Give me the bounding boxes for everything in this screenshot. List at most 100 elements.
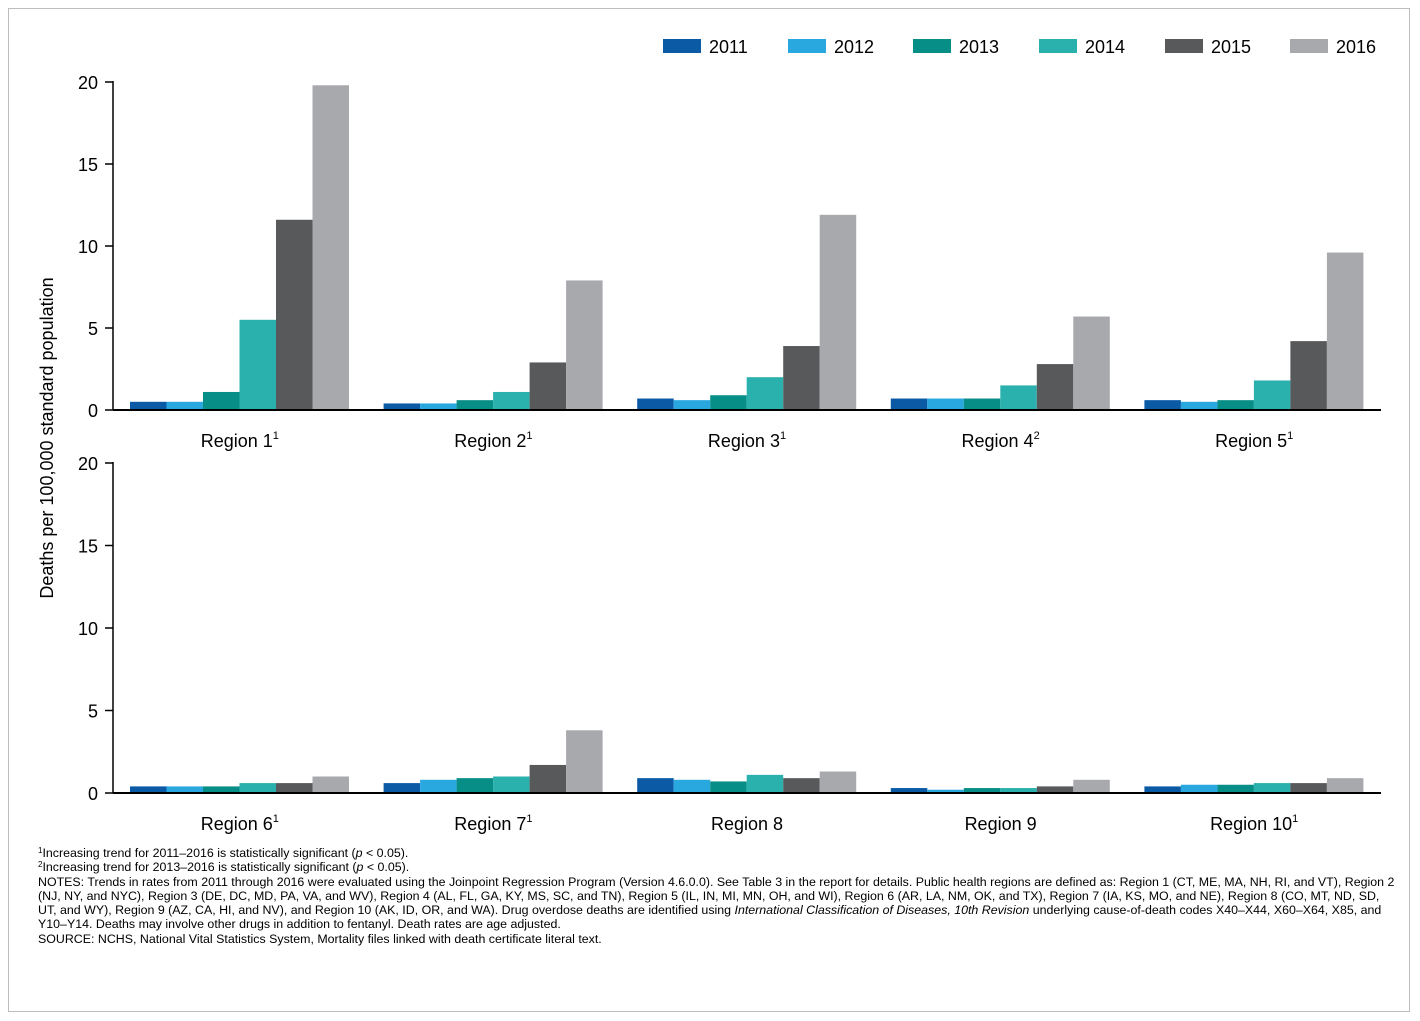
bar-region-8-2011 xyxy=(637,778,674,793)
bar-region-3-2011 xyxy=(637,398,674,410)
y-tick-label: 20 xyxy=(78,454,98,474)
bar-region-3-2012 xyxy=(673,400,711,410)
bar-region-1-2016 xyxy=(312,85,349,410)
notes-paragraph: NOTES: Trends in rates from 2011 through… xyxy=(38,874,1395,932)
bar-region-8-2014 xyxy=(746,774,784,793)
bar-region-5-2016 xyxy=(1326,252,1364,410)
y-tick-label: 0 xyxy=(88,401,98,421)
legend-label-2011: 2011 xyxy=(709,37,748,57)
figure-frame xyxy=(8,8,1410,1012)
bar-region-9-2015 xyxy=(1036,786,1074,793)
bar-region-5-2011 xyxy=(1144,400,1181,410)
x-category-label: Region 101 xyxy=(1210,813,1298,834)
legend-label-2016: 2016 xyxy=(1336,37,1376,57)
bar-region-6-2013 xyxy=(203,786,240,793)
bar-region-2-2011 xyxy=(383,403,421,410)
bar-region-3-2013 xyxy=(710,395,747,410)
chart-legend: 2011 2012 2013 2014 2015 2016 xyxy=(663,37,1376,57)
bar-region-3-2016 xyxy=(819,214,857,410)
bar-region-10-2015 xyxy=(1290,783,1327,793)
bar-region-8-2013 xyxy=(710,781,747,793)
bar-region-4-2014 xyxy=(1000,385,1037,410)
bar-region-2-2015 xyxy=(529,362,567,410)
chart-notes: 1Increasing trend for 2011–2016 is stati… xyxy=(38,846,1398,946)
bar-region-7-2012 xyxy=(420,779,457,793)
bar-region-7-2013 xyxy=(456,778,494,793)
y-tick-label: 15 xyxy=(78,537,98,557)
legend-label-2012: 2012 xyxy=(834,37,874,57)
bar-region-9-2016 xyxy=(1073,779,1110,793)
x-category-label: Region 61 xyxy=(201,813,279,834)
legend-swatch-2014 xyxy=(1039,39,1077,53)
bar-region-5-2012 xyxy=(1180,401,1218,410)
bar-region-8-2016 xyxy=(819,771,857,793)
chart-panel-top: 0 5 10 15 20 Region 11 Region 21 Region 31 Regio… xyxy=(78,73,1381,451)
y-tick-label: 15 xyxy=(78,155,98,175)
bar-region-6-2016 xyxy=(312,776,349,793)
footnote-2: 2Increasing trend for 2013–2016 is stati… xyxy=(38,860,410,875)
chart-panel-bottom: 0 5 10 15 20 Region 61 Region 71 Region 8 Region… xyxy=(78,454,1381,834)
bar-region-2-2014 xyxy=(493,391,530,410)
legend-label-2014: 2014 xyxy=(1085,37,1125,57)
y-tick-label: 20 xyxy=(78,73,98,93)
bar-region-8-2012 xyxy=(673,779,711,793)
bar-region-10-2011 xyxy=(1144,786,1181,793)
bar-region-10-2016 xyxy=(1326,778,1364,793)
bar-region-5-2014 xyxy=(1253,380,1291,410)
bar-region-1-2011 xyxy=(130,401,167,410)
legend-label-2013: 2013 xyxy=(959,37,999,57)
bar-region-10-2013 xyxy=(1217,784,1254,793)
legend-swatch-2012 xyxy=(788,39,826,53)
bar-region-4-2011 xyxy=(890,398,928,410)
legend-swatch-2015 xyxy=(1165,39,1203,53)
x-category-label: Region 71 xyxy=(454,813,532,834)
bar-region-2-2016 xyxy=(566,280,603,410)
x-category-label: Region 21 xyxy=(454,430,532,451)
bar-chart: 2011 2012 2013 2014 2015 2016 Deaths per 100,… xyxy=(37,37,1381,834)
bar-region-4-2013 xyxy=(963,398,1001,410)
legend-label-2015: 2015 xyxy=(1211,37,1251,57)
x-category-label: Region 51 xyxy=(1215,430,1293,451)
y-tick-label: 10 xyxy=(78,619,98,639)
bar-region-2-2012 xyxy=(420,403,457,410)
bar-region-5-2013 xyxy=(1217,400,1254,410)
legend-swatch-2013 xyxy=(913,39,951,53)
bar-region-10-2012 xyxy=(1180,784,1218,793)
y-axis-label: Deaths per 100,000 standard population xyxy=(37,277,57,598)
bar-region-4-2012 xyxy=(927,398,964,410)
bar-region-7-2015 xyxy=(529,764,567,793)
bar-region-1-2015 xyxy=(276,219,313,410)
y-tick-label: 5 xyxy=(88,319,98,339)
y-tick-label: 0 xyxy=(88,784,98,804)
bar-region-9-2011 xyxy=(890,788,928,793)
bar-region-7-2011 xyxy=(383,783,421,793)
y-tick-label: 5 xyxy=(88,702,98,722)
bar-region-1-2014 xyxy=(239,319,276,410)
x-category-label: Region 31 xyxy=(708,430,786,451)
bar-region-10-2014 xyxy=(1253,783,1291,793)
bar-region-6-2014 xyxy=(239,783,276,793)
bar-region-6-2012 xyxy=(166,786,203,793)
x-category-label: Region 42 xyxy=(962,430,1040,451)
x-category-label: Region 9 xyxy=(965,814,1037,834)
bar-region-4-2015 xyxy=(1036,364,1074,410)
bar-region-6-2015 xyxy=(276,783,313,793)
bar-region-7-2016 xyxy=(566,730,603,793)
bar-region-1-2013 xyxy=(203,391,240,410)
bar-region-3-2015 xyxy=(783,346,820,410)
x-category-label: Region 11 xyxy=(201,430,279,451)
bar-region-9-2012 xyxy=(927,789,964,793)
legend-swatch-2016 xyxy=(1290,39,1328,53)
x-category-label: Region 8 xyxy=(711,814,783,834)
bar-region-8-2015 xyxy=(783,778,820,793)
source-line: SOURCE: NCHS, National Vital Statistics … xyxy=(38,931,602,946)
bar-region-4-2016 xyxy=(1073,316,1110,410)
footnote-1: 1Increasing trend for 2011–2016 is stati… xyxy=(38,846,409,860)
bar-region-3-2014 xyxy=(746,377,784,410)
bar-region-2-2013 xyxy=(456,400,494,410)
bar-region-9-2014 xyxy=(1000,788,1037,793)
bar-region-7-2014 xyxy=(493,776,530,793)
y-tick-label: 10 xyxy=(78,237,98,257)
bar-region-9-2013 xyxy=(963,788,1001,793)
bar-region-5-2015 xyxy=(1290,341,1327,410)
